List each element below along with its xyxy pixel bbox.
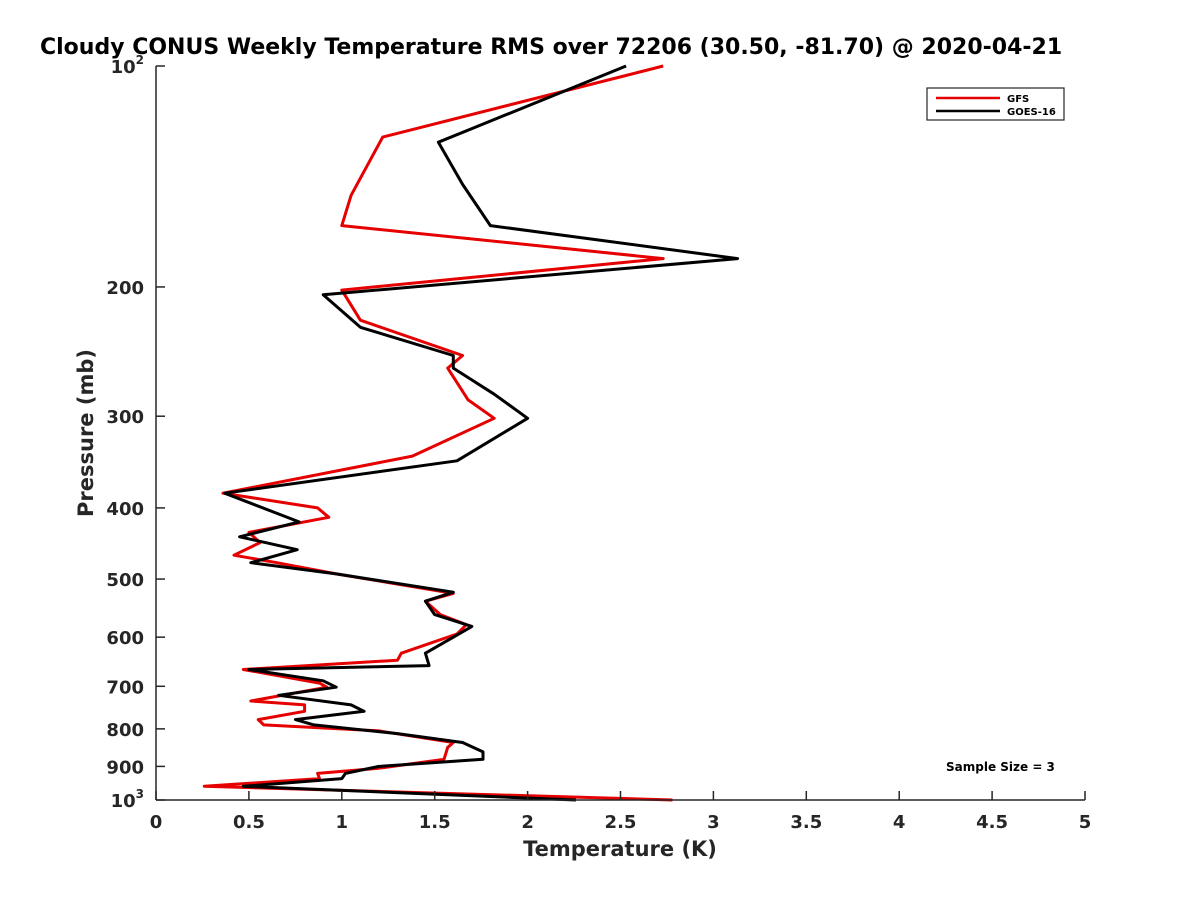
y-tick-label: 800 — [106, 720, 144, 741]
x-tick-label: 3.5 — [790, 812, 822, 833]
x-axis-label: Temperature (K) — [523, 837, 717, 861]
x-ticks: 0 0.5 1 1.5 2 2.5 3 3.5 4 4.5 5 — [150, 791, 1092, 833]
x-tick-label: 4.5 — [976, 812, 1008, 833]
x-tick-label: 0.5 — [233, 812, 265, 833]
series-line-goes-16 — [223, 64, 740, 802]
x-tick-label: 1.5 — [419, 812, 451, 833]
y-ticks: 102 200 300 400 500 600 700 800 900 103 — [106, 53, 165, 812]
chart-title: Cloudy CONUS Weekly Temperature RMS over… — [40, 35, 1062, 60]
y-tick-label: 300 — [106, 407, 144, 428]
x-tick-label: 2.5 — [605, 812, 637, 833]
x-tick-label: 5 — [1079, 812, 1092, 833]
x-tick-label: 1 — [336, 812, 349, 833]
x-tick-label: 3 — [707, 812, 720, 833]
sample-size-annotation: Sample Size = 3 — [946, 760, 1055, 774]
y-tick-label: 700 — [106, 677, 144, 698]
y-tick-label: 103 — [111, 787, 144, 812]
y-tick-label: 200 — [106, 278, 144, 299]
legend-label-goes-16: GOES-16 — [1007, 107, 1056, 118]
y-tick-label: 500 — [106, 570, 144, 591]
y-tick-label: 400 — [106, 499, 144, 520]
x-tick-label: 2 — [521, 812, 534, 833]
axes-layer — [155, 66, 1085, 801]
y-tick-label: 900 — [106, 757, 144, 778]
y-axis-label: Pressure (mb) — [74, 349, 98, 517]
y-tick-label: 102 — [111, 53, 144, 78]
x-tick-label: 4 — [893, 812, 906, 833]
legend-label-gfs: GFS — [1007, 94, 1029, 105]
legend: GFS GOES-16 — [926, 87, 1065, 121]
series-line-gfs — [202, 64, 673, 802]
y-tick-label: 600 — [106, 628, 144, 649]
series-layer — [202, 64, 740, 802]
legend-box — [926, 87, 1065, 121]
x-tick-label: 0 — [150, 812, 163, 833]
